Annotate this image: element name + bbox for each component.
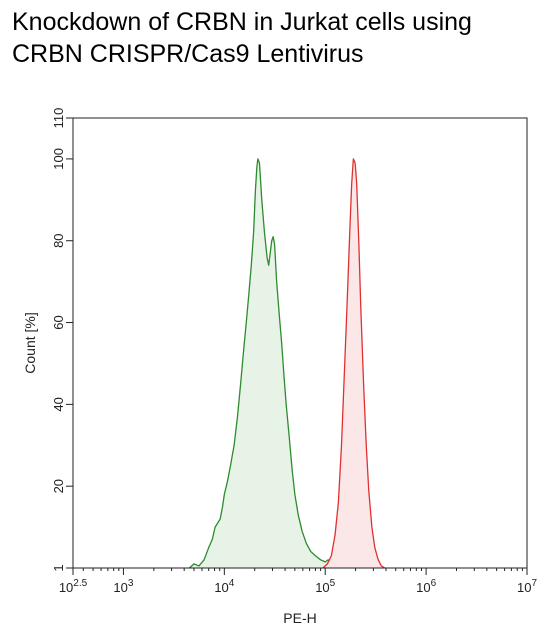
x-tick-label-2: 104	[214, 578, 234, 595]
series-1-area	[322, 158, 385, 568]
y-tick-label-3: 60	[51, 315, 66, 329]
y-tick-label-1: 20	[51, 479, 66, 493]
x-tick-label-1: 103	[113, 578, 133, 595]
plot-frame	[72, 117, 528, 569]
x-tick-label-4: 106	[416, 578, 436, 595]
chart-title: Knockdown of CRBN in Jurkat cells using …	[12, 6, 542, 70]
y-tick-label-5: 100	[51, 148, 66, 170]
y-tick-label-4: 80	[51, 233, 66, 247]
series-0-area	[189, 158, 337, 568]
series-1-line	[322, 158, 386, 569]
y-tick-label-0: 1	[51, 564, 66, 571]
chart-title-line-2: CRBN CRISPR/Cas9 Lentivirus	[12, 40, 364, 68]
x-axis-label: PE-H	[283, 610, 316, 626]
x-tick-label-0: 102.5	[59, 578, 88, 595]
chart-title-line-1: Knockdown of CRBN in Jurkat cells using	[12, 8, 472, 36]
series-0-line	[188, 158, 337, 569]
x-tick-label-5: 107	[517, 578, 537, 595]
x-axis-ticks: 102.5 103 104 105 106 107	[59, 568, 537, 595]
y-tick-label-6: 110	[51, 108, 66, 129]
series-layer	[188, 158, 386, 569]
x-tick-label-3: 105	[315, 578, 335, 595]
y-axis-label: Count [%]	[22, 312, 38, 373]
y-tick-label-2: 40	[51, 397, 66, 411]
y-axis-ticks: 1 20 40 60 80 100 110	[51, 108, 73, 572]
